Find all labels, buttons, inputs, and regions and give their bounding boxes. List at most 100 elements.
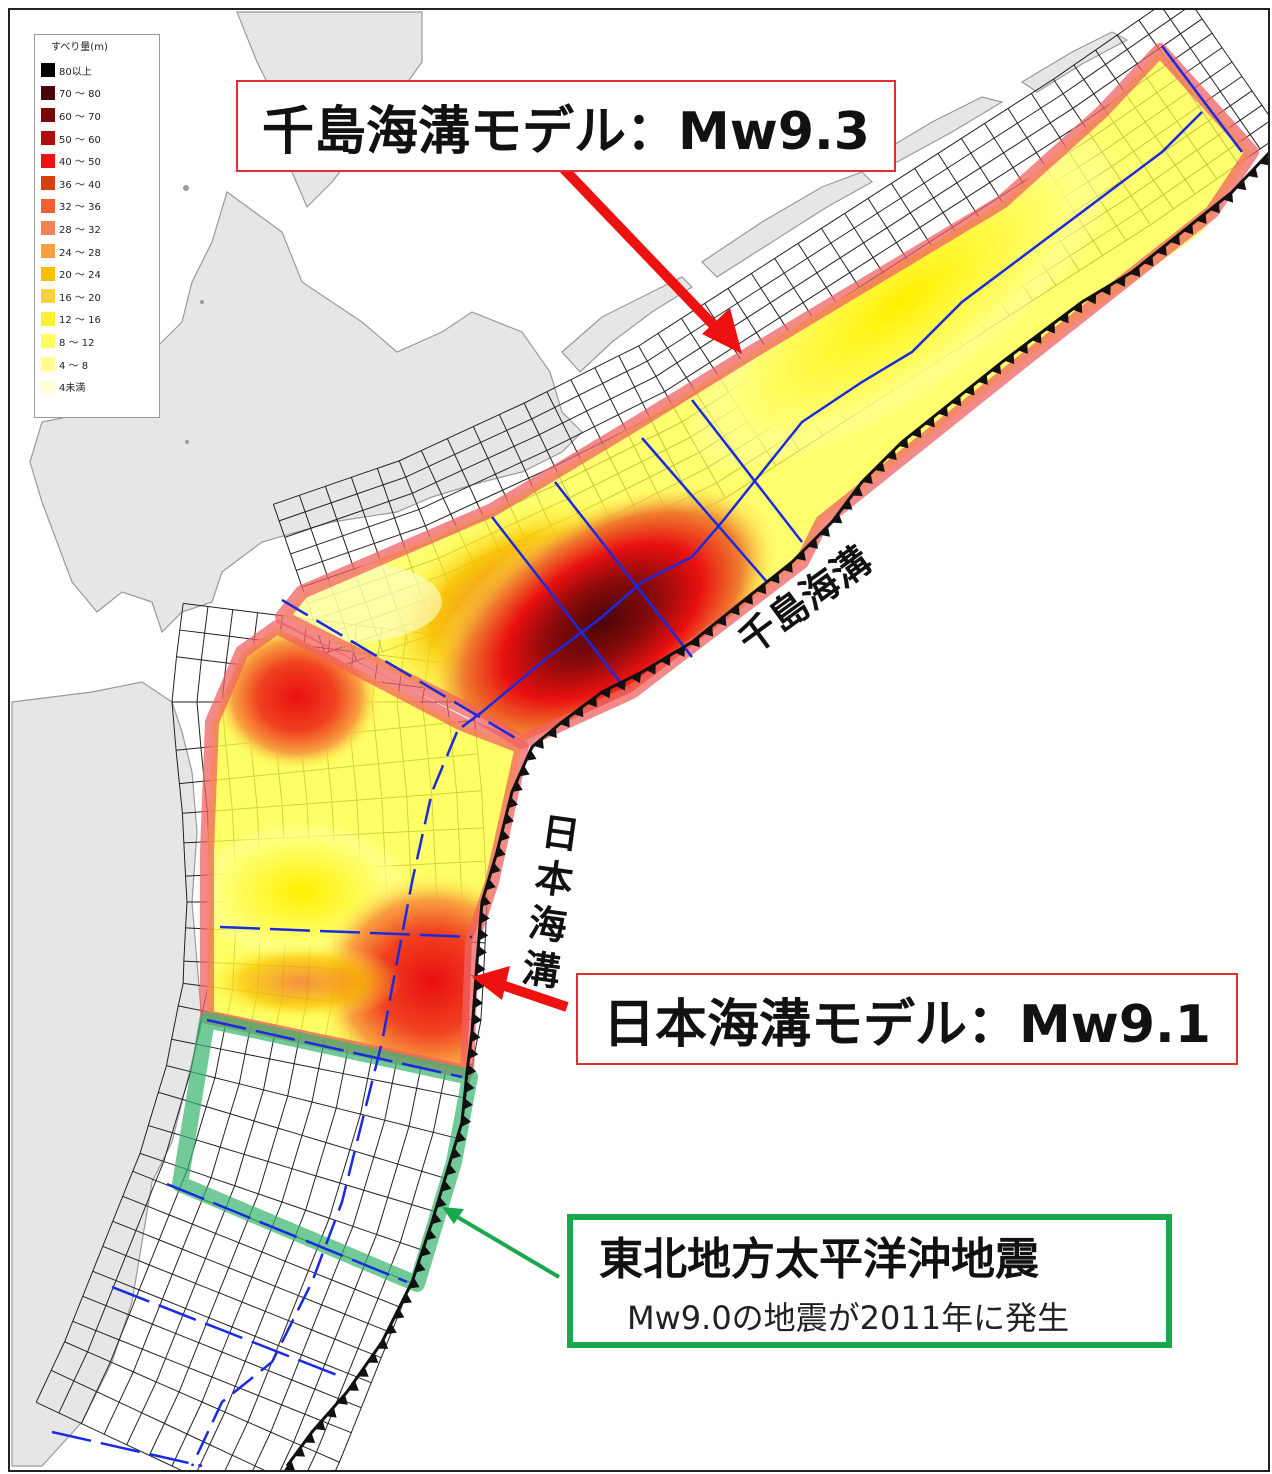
trench-tooth — [689, 636, 700, 648]
trench-tooth — [512, 780, 523, 792]
trench-tooth — [716, 615, 727, 627]
trench-tooth — [518, 765, 530, 777]
trench-tooth — [1182, 223, 1194, 235]
legend-label: 50 ～ 60 — [59, 134, 101, 146]
legend-item: 28 ～ 32 — [41, 217, 153, 240]
trench-tooth — [401, 1292, 412, 1304]
trench-tooth — [1196, 213, 1207, 224]
legend-item: 40 ～ 50 — [41, 149, 153, 172]
trench-tooth — [1004, 353, 1015, 365]
arrow-nihon — [500, 980, 569, 1012]
grid-line — [284, 18, 1203, 538]
trench-line — [284, 151, 1268, 1470]
trench-tooth — [1209, 202, 1220, 214]
trench-tooth — [415, 1261, 426, 1273]
legend-swatch — [41, 289, 55, 304]
trench-tooth — [464, 1081, 475, 1094]
trench-tooth — [559, 716, 570, 728]
trench-tooth — [586, 696, 597, 708]
trench-tooth — [964, 384, 975, 396]
trench-tooth — [337, 1394, 348, 1405]
legend-item: 50 ～ 60 — [41, 127, 153, 150]
grid-line — [1195, 10, 1268, 115]
trench-tooth — [874, 461, 885, 472]
trench-tooth — [769, 572, 780, 584]
grid-line — [148, 1125, 436, 1213]
trench-tooth — [461, 1114, 472, 1127]
trench-tooth — [1017, 343, 1028, 354]
trench-tooth — [1085, 293, 1097, 305]
grid-line — [278, 10, 1186, 522]
grid-line — [102, 1245, 382, 1359]
trench-tooth — [507, 796, 519, 809]
grid-line — [122, 1195, 402, 1309]
legend-label: 60 ～ 70 — [59, 111, 101, 123]
trench-tooth — [831, 513, 843, 524]
legend-item: 32 ～ 36 — [41, 195, 153, 218]
legend-label: 24 ～ 28 — [59, 247, 101, 259]
legend-swatch — [41, 85, 55, 100]
trench-tooth — [911, 427, 922, 439]
tohoku-earthquake-title: 東北地方太平洋沖地震 — [599, 1234, 1039, 1285]
trench-tooth — [485, 878, 496, 891]
trench-tooth — [470, 1030, 481, 1043]
trench-tooth — [782, 562, 793, 573]
legend-label: 40 ～ 50 — [59, 157, 101, 169]
grid-line — [112, 1220, 392, 1334]
legend-swatch — [41, 357, 55, 372]
nihon-model-callout: 日本海溝モデル：Mw9.1 — [576, 973, 1238, 1065]
legend-label: 8 ～ 12 — [59, 337, 95, 349]
trench-tooth — [897, 437, 909, 449]
grid-line — [290, 32, 1213, 555]
fault-slip-map — [11, 10, 1268, 1470]
trench-tooth — [441, 1180, 452, 1192]
trench-tooth — [425, 1229, 437, 1241]
trench-tooth — [795, 550, 806, 561]
nihon-model-label: 日本海溝モデル：Mw9.1 — [603, 994, 1211, 1055]
trench-tooth — [436, 1196, 447, 1209]
trench-tooth — [450, 1147, 462, 1160]
legend-label: 80以上 — [59, 66, 92, 78]
trench-tooth — [408, 1277, 420, 1289]
trench-tooth — [645, 663, 656, 675]
islets — [183, 185, 204, 444]
legend-item: 60 ～ 70 — [41, 104, 153, 127]
trench-tooth — [546, 727, 557, 738]
tohoku-outline — [172, 1012, 478, 1292]
trench-tooth — [1031, 332, 1042, 344]
grid-line — [158, 1091, 446, 1179]
legend-label: 36 ～ 40 — [59, 179, 101, 191]
trench-tooth — [304, 1432, 316, 1443]
legend-item: 24 ～ 28 — [41, 240, 153, 263]
trench-tooth — [1143, 255, 1154, 267]
trench-tooth — [468, 1047, 479, 1060]
trench-tooth — [499, 829, 510, 842]
trench-tooth — [1115, 275, 1126, 287]
legend-label: 16 ～ 20 — [59, 292, 101, 304]
grid-line — [72, 1320, 352, 1434]
legend-item: 8 ～ 12 — [41, 330, 153, 353]
legend-item: 36 ～ 40 — [41, 172, 153, 195]
trench-tooth — [348, 1380, 359, 1391]
trench-tooth — [357, 1366, 369, 1377]
slip-legend: すべり量(m) 80以上 70 ～ 80 60 ～ 70 50 ～ 60 40 ～ 50… — [34, 34, 160, 418]
legend-swatch — [41, 379, 55, 394]
trench-tooth — [660, 654, 671, 666]
trench-tooth — [862, 473, 873, 484]
legend-swatch — [41, 153, 55, 168]
map-frame: すべり量(m) 80以上 70 ～ 80 60 ～ 70 50 ～ 60 40 ～ 50… — [8, 8, 1270, 1472]
trench-tooth — [1058, 312, 1069, 324]
grid-line — [82, 1295, 362, 1409]
grid-line — [1163, 10, 1261, 150]
grid-line — [92, 1270, 372, 1384]
trench-tooth — [1222, 191, 1234, 203]
legend-item: 16 ～ 20 — [41, 285, 153, 308]
trench-tooth — [615, 679, 627, 691]
trench-tooth — [1044, 322, 1056, 334]
trench-tooth — [480, 895, 491, 907]
trench-tooth — [431, 1212, 442, 1225]
trench-tooth — [819, 526, 831, 537]
trench-tooth — [573, 706, 584, 718]
legend-item: 80以上 — [41, 59, 153, 82]
grid-line — [35, 1401, 182, 1470]
